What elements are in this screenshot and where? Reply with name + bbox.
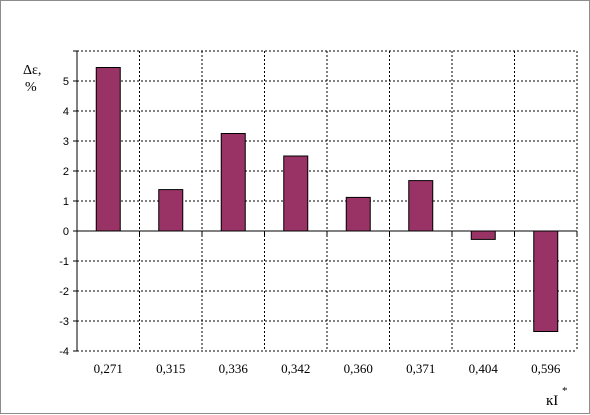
y-tick-labels: -4 -3 -2 -1 0 1 2 3 4 5 bbox=[59, 76, 69, 358]
bar bbox=[470, 230, 496, 240]
y-tick-label: 3 bbox=[63, 136, 69, 148]
y-tick-label: 2 bbox=[63, 166, 69, 178]
bar bbox=[408, 180, 434, 232]
y-tick-label: 0 bbox=[63, 226, 69, 238]
grid-lines bbox=[77, 50, 578, 352]
bar bbox=[283, 155, 309, 232]
x-tick-label: 0,596 bbox=[531, 361, 561, 376]
y-tick-label: -2 bbox=[59, 286, 69, 298]
bar bbox=[533, 230, 559, 332]
y-axis-label-line1: Δε, bbox=[23, 63, 41, 78]
x-axis-label: кI bbox=[546, 393, 558, 409]
x-axis-label-superscript: * bbox=[562, 385, 568, 397]
axes bbox=[73, 50, 578, 352]
y-axis-label-line2: % bbox=[25, 80, 37, 95]
y-tick-label: 1 bbox=[63, 196, 69, 208]
x-tick-label: 0,271 bbox=[94, 361, 123, 376]
x-tick-label: 0,404 bbox=[469, 361, 499, 376]
x-tick-label: 0,342 bbox=[281, 361, 310, 376]
x-tick-label: 0,336 bbox=[219, 361, 249, 376]
x-tick-label: 0,371 bbox=[406, 361, 435, 376]
y-tick-label: -1 bbox=[59, 256, 69, 268]
bar bbox=[220, 133, 246, 232]
bars bbox=[95, 67, 559, 332]
y-tick-label: 4 bbox=[63, 106, 69, 118]
y-tick-label: -3 bbox=[59, 316, 69, 328]
bar bbox=[345, 196, 371, 232]
x-tick-labels: 0,271 0,315 0,336 0,342 0,360 0,371 0,404 0,596 bbox=[94, 361, 561, 376]
bar bbox=[158, 189, 184, 232]
y-tick-label: 5 bbox=[63, 76, 69, 88]
bar bbox=[95, 67, 121, 232]
y-tick-label: -4 bbox=[59, 346, 69, 358]
x-tick-label: 0,360 bbox=[344, 361, 373, 376]
x-tick-label: 0,315 bbox=[156, 361, 185, 376]
